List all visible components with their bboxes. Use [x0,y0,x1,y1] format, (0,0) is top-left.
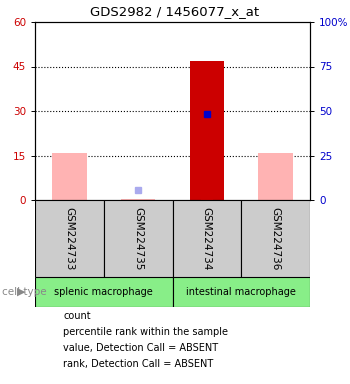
Text: GSM224736: GSM224736 [271,207,281,270]
Text: GSM224735: GSM224735 [133,207,143,270]
Bar [121,199,155,200]
Text: count: count [63,311,91,321]
Bar [258,152,293,200]
Bar [201,61,213,200]
Bar [173,277,310,307]
Bar [52,152,86,200]
Bar [190,61,224,200]
Text: value, Detection Call = ABSENT: value, Detection Call = ABSENT [63,343,218,353]
Text: percentile rank within the sample: percentile rank within the sample [63,327,228,337]
Bar [104,200,173,277]
Text: rank, Detection Call = ABSENT: rank, Detection Call = ABSENT [63,359,213,369]
Text: GDS2982 / 1456077_x_at: GDS2982 / 1456077_x_at [90,5,260,18]
Text: intestinal macrophage: intestinal macrophage [186,287,296,297]
Bar [173,200,241,277]
Text: GSM224734: GSM224734 [202,207,212,270]
Text: cell type: cell type [2,287,46,297]
Bar [35,277,173,307]
Bar [241,200,310,277]
Text: ▶: ▶ [17,287,25,297]
Text: splenic macrophage: splenic macrophage [54,287,153,297]
Text: GSM224733: GSM224733 [64,207,74,270]
Bar [35,200,104,277]
